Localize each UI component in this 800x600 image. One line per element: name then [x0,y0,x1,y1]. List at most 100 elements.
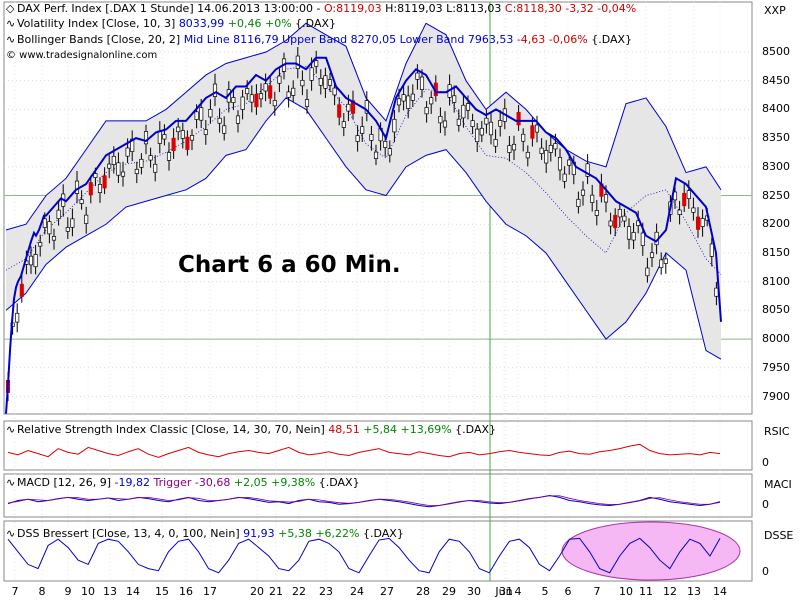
candle-body [461,104,466,119]
candle-body [530,125,535,139]
dss-symbol: {.DAX} [359,527,404,540]
candle-body [327,79,333,86]
indicator-icon[interactable]: ∿ [6,17,16,30]
candle-body [346,103,351,112]
macd-symbol: {.DAX} [315,476,360,489]
dss-name: DSS Bressert [Close, 13, 4, 0, 100, Nein… [17,527,244,540]
candle-body [709,243,714,257]
time-tick: 6 [564,585,572,598]
candle-body [314,60,319,67]
candle-body [70,218,75,228]
candle-body [185,136,190,150]
candle-body [245,88,250,95]
candle-body [231,97,236,103]
candle-body [663,258,668,264]
time-tick: 27 [380,585,394,598]
chart-annotation: Chart 6 a 60 Min. [178,252,401,278]
candle-body [176,126,181,133]
bb-symbol: {.DAX} [587,33,633,46]
candle-body [15,312,20,323]
indicator-icon[interactable]: ∿ [6,527,16,540]
candle-body [199,107,204,121]
candle-body [332,87,337,96]
price-tick: 8100 [762,274,790,288]
bollinger-lower [5,97,722,360]
candle-body [157,130,162,144]
candle-body [576,198,581,207]
candle-body [695,216,701,230]
candle-body [84,214,89,224]
collapse-icon[interactable]: ◇ [6,2,15,15]
time-tick: 13 [687,585,701,598]
dss-axis-label: DSSE [764,529,794,542]
indicator-icon[interactable]: ∿ [6,423,16,436]
candle-body [594,209,599,216]
time-tick: 13 [103,585,117,598]
rsi-symbol: {.DAX} [451,423,496,436]
rsi-header: ∿ Relative Strength Index Classic [Close,… [6,423,496,436]
candle-body [691,207,696,213]
candle-body [263,83,268,92]
price-tick: 7900 [762,389,790,403]
candle-body [125,147,130,157]
candle-body [511,143,517,151]
candle-body [189,135,195,141]
rsi-value: 48,51 [328,423,364,436]
candle-body [493,139,498,147]
time-tick: 20 [250,585,264,598]
candle-body [401,94,406,102]
candle-body [617,208,622,218]
bollinger-upper [5,22,722,231]
time-tick: 17 [203,585,217,598]
candle-body [116,162,121,176]
candle-body [143,131,149,145]
bollinger-band-fill [6,23,721,360]
candle-body [562,173,567,182]
price-tick: 8150 [762,245,790,259]
candle-body [456,118,461,126]
candle-body [677,209,682,215]
time-tick: 29 [442,585,456,598]
indicator-icon[interactable]: ∿ [6,33,16,46]
candle-body [277,75,282,84]
time-tick: 7 [593,585,601,598]
candle-body [300,79,305,87]
macd-trigger-line [7,495,721,506]
candle-body [148,155,153,161]
volatility-line [5,56,722,414]
candle-body [438,116,443,124]
indicator-icon[interactable]: ∿ [6,476,16,489]
candle-body [548,144,553,153]
candle-body [79,199,84,204]
candle-body [580,189,586,196]
symbol-title: DAX Perf. Index [.DAX 1 Stunde] 14.06.20… [17,2,324,15]
copyright: © www.tradesignalonline.com [6,50,158,61]
candle-body [65,227,70,232]
candle-body [258,93,264,100]
candle-body [309,67,314,81]
candle-body [102,175,107,189]
candle-body [318,77,323,86]
candle-body [567,159,572,166]
candle-body [217,117,222,124]
candle-body [429,97,434,105]
price-tick: 8500 [762,45,790,58]
candle-body [304,99,310,107]
candle-body [360,126,365,134]
candle-body [74,180,80,194]
candle-body [194,111,199,120]
time-tick: 7 [11,585,19,598]
candle-body [544,150,549,164]
candle-body [585,163,590,177]
macd-zero-tick: 0 [762,498,769,511]
price-tick: 8200 [762,217,790,231]
dss-value: 91,93 [243,527,279,540]
candle-body [603,194,609,203]
candle-body [452,95,457,103]
candle-body [323,75,328,89]
candle-body [622,215,627,222]
price-tick: 8050 [762,303,790,317]
candle-body [364,100,369,114]
time-tick: 24 [350,585,364,598]
bb-change: -4,63 -0,06% [516,33,588,46]
